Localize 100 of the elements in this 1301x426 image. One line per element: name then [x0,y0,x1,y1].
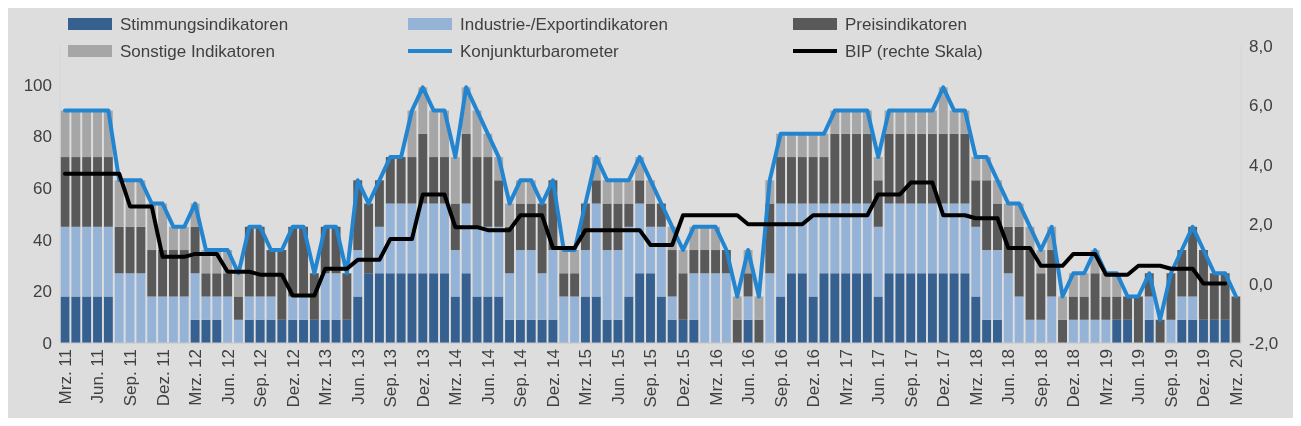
bar [602,203,612,251]
bar [461,133,471,204]
bar [82,110,92,158]
bar [450,250,460,297]
bar [841,203,851,274]
bar [505,319,514,343]
bar [342,273,352,320]
bar [1047,296,1057,343]
bar [1177,296,1187,320]
bar [754,319,764,343]
line-series [62,85,1239,322]
bar [1123,296,1133,320]
bar [483,296,493,343]
x-tick-label: Dez. 13 [413,349,433,408]
bar [852,273,861,343]
bar [1199,319,1208,343]
bar [234,296,243,320]
bar [646,273,655,343]
bar [906,203,916,274]
bar [440,203,449,274]
y-tick-label: 100 [23,75,52,95]
bar [743,319,753,343]
bar [255,296,265,320]
bar [320,319,330,343]
bar [1209,319,1219,343]
bar [494,180,504,227]
bar [515,250,525,320]
x-tick-label: Mrz. 12 [186,349,206,406]
bar [320,273,330,320]
x-tick-label: Jun. 12 [218,349,238,405]
bar [624,296,634,343]
bar [581,250,590,297]
y-tick-label: 60 [33,178,52,198]
bar [797,203,807,274]
bar [895,133,905,204]
bar [754,296,764,320]
bar [570,296,580,343]
bar [255,319,265,343]
bar [299,319,308,343]
bar [1144,319,1154,343]
bar [168,226,178,251]
bar [1003,203,1013,227]
bar [71,226,81,297]
bar [808,296,818,343]
bar [1188,319,1198,343]
bar [993,319,1002,343]
bar [212,319,222,343]
legend-label: Preisindikatoren [845,14,967,34]
x-tick-label: Dez. 12 [283,349,303,408]
bar [114,226,124,274]
bar [776,203,786,297]
bar [288,319,298,343]
bar [190,226,200,274]
bar [797,157,807,204]
bar [711,273,720,343]
bar [103,226,113,297]
bar [385,203,395,274]
y-tick-label: 80 [33,127,52,147]
bar [591,296,601,343]
x-tick-label: Jun. 16 [739,349,759,405]
bar [1003,273,1013,343]
bar [624,203,634,227]
x-tick-label: Dez. 14 [543,349,563,408]
bar [450,296,460,343]
bar [656,226,666,297]
bar [570,273,580,297]
x-tick-label: Dez. 15 [673,349,693,408]
x-tick-label: Mrz. 19 [1096,349,1116,406]
x-tick-label: Jun. 13 [348,349,368,405]
legend-label: Konjunkturbarometer [460,41,620,61]
bar [1177,319,1187,343]
bar [364,273,374,343]
legend-label: Stimmungsindikatoren [120,14,289,34]
bar [374,180,384,227]
bar [808,203,818,297]
bar [873,296,883,343]
bar [830,203,840,274]
bar [635,273,645,343]
bar [917,133,927,204]
bar [971,296,981,343]
bar [1188,296,1198,320]
bar [136,226,146,274]
bar [82,226,92,297]
bar [830,133,840,204]
bar [103,296,113,343]
bar [277,319,287,343]
bar [862,133,872,204]
bar [613,250,623,320]
bar [429,273,439,343]
bar [678,273,688,320]
bar [971,180,981,227]
bar [179,296,189,343]
legend-label: Sonstige Indikatoren [120,41,275,61]
bar [385,273,395,343]
bar [505,226,514,274]
bar [808,157,818,204]
bar [201,273,211,297]
bar [396,273,406,343]
bar [591,203,601,297]
bar [93,226,102,297]
